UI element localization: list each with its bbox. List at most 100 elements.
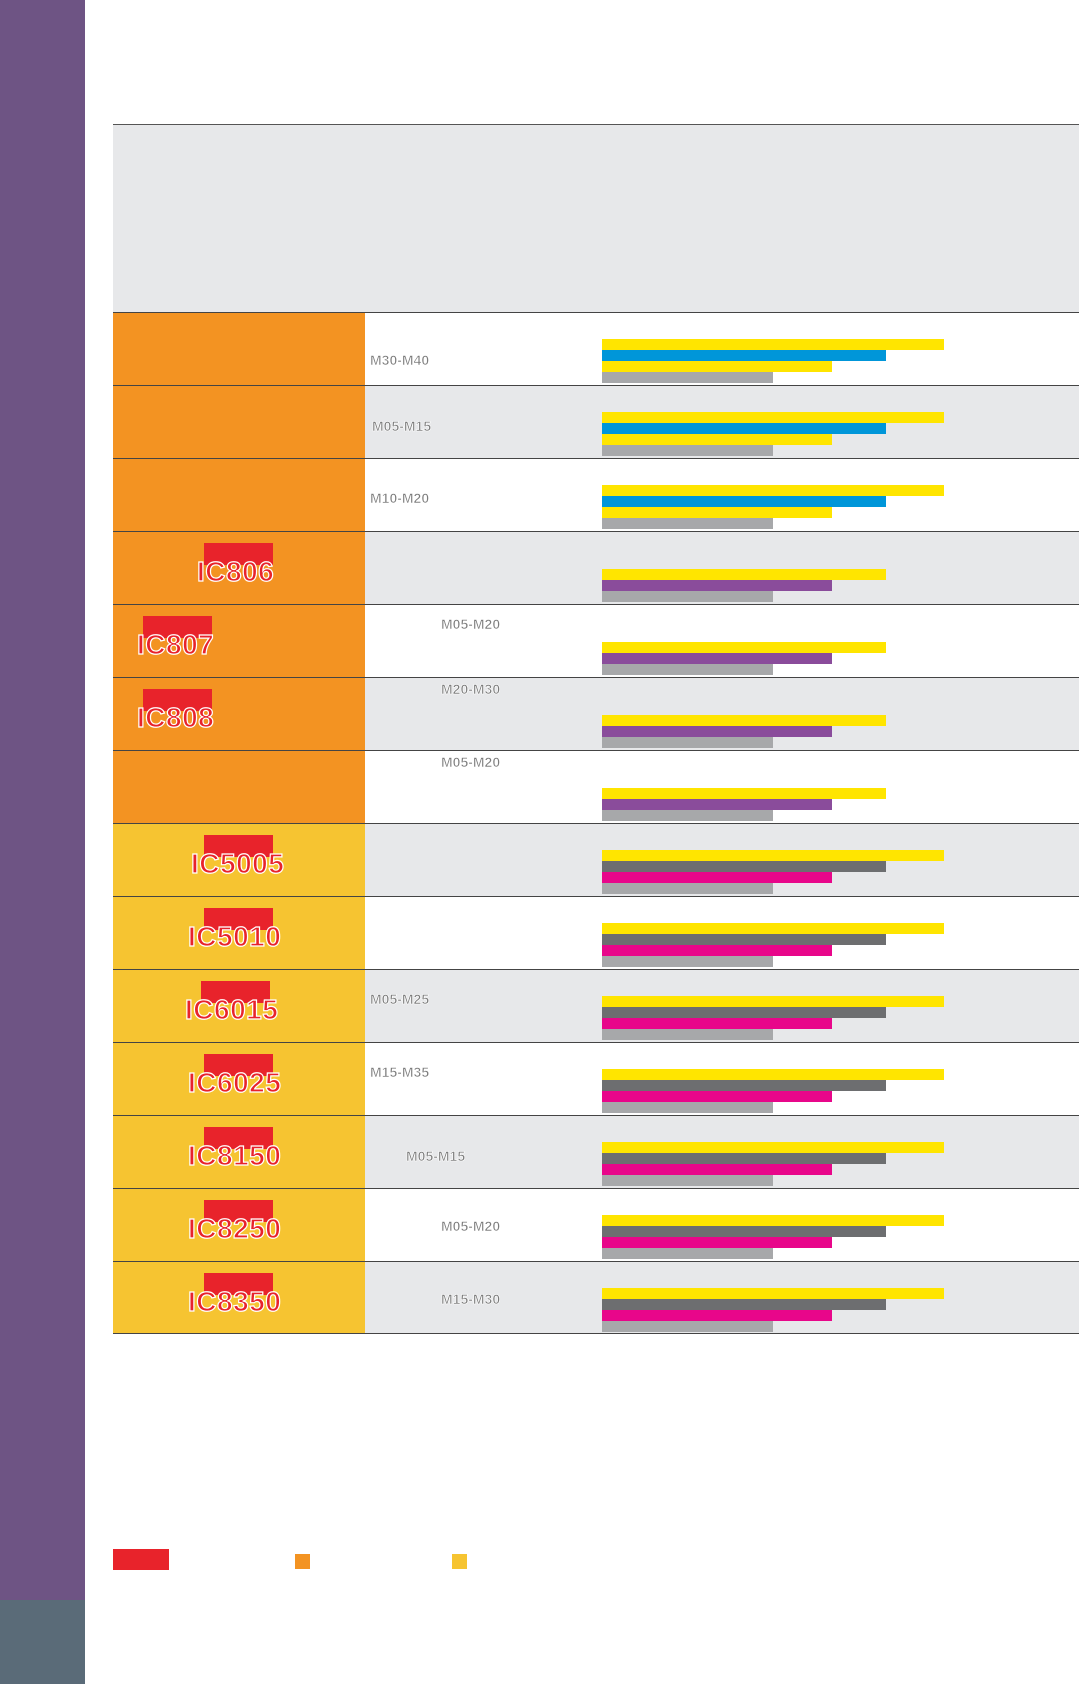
iso-range: M05-M15 — [372, 418, 432, 435]
table-row: IC8350 M15-M30 — [113, 1261, 1079, 1334]
table-row: IC6015 M05-M25 — [113, 969, 1079, 1042]
performance-bar-light-gray — [602, 591, 773, 602]
performance-bar-dark-gray — [602, 1080, 886, 1091]
performance-bar-dark-gray — [602, 1299, 886, 1310]
performance-bar-magenta — [602, 872, 832, 883]
grade-cell — [113, 751, 365, 823]
performance-bar-yellow — [602, 485, 944, 496]
performance-bar-light-gray — [602, 810, 773, 821]
table-row: IC8150 M05-M15 — [113, 1115, 1079, 1188]
performance-bar-light-gray — [602, 1029, 773, 1040]
iso-range: M20-M30 — [441, 681, 501, 698]
grade-cell: IC807 — [113, 605, 365, 677]
grade-cell: IC8350 — [113, 1262, 365, 1333]
table-row: IC5005 — [113, 823, 1079, 896]
performance-bar-purple — [602, 726, 832, 737]
performance-bar-yellow — [602, 788, 886, 799]
grade-name: IC807 — [136, 628, 215, 660]
grade-name: IC806 — [196, 555, 275, 587]
table-row: IC807 M05-M20 — [113, 604, 1079, 677]
performance-bar-yellow — [602, 850, 944, 861]
table-row: M05-M15 — [113, 385, 1079, 458]
performance-bar-magenta — [602, 945, 832, 956]
performance-bar-light-gray — [602, 445, 773, 456]
performance-bar-magenta — [602, 1310, 832, 1321]
performance-bar-yellow — [602, 434, 832, 445]
new-grade-tag — [204, 1127, 273, 1149]
grade-cell: IC5010 — [113, 897, 365, 969]
performance-bar-yellow — [602, 1288, 944, 1299]
grade-name: IC5010 — [187, 920, 282, 952]
grade-name: IC5005 — [190, 847, 285, 879]
performance-bar-blue — [602, 350, 886, 361]
new-grade-tag — [204, 835, 273, 857]
grade-cell — [113, 459, 365, 531]
grade-cell: IC8250 — [113, 1189, 365, 1261]
iso-range: M30-M40 — [370, 352, 430, 369]
iso-range: M05-M25 — [370, 991, 430, 1008]
performance-bar-purple — [602, 580, 832, 591]
new-grade-tag — [204, 908, 273, 930]
grade-name: IC6025 — [187, 1066, 282, 1098]
iso-range: M15-M35 — [370, 1064, 430, 1081]
performance-bar-blue — [602, 496, 886, 507]
table-header — [113, 124, 1079, 313]
grade-table: M30-M40 M05-M15 M10-M20 IC806 IC807 M05-M20 IC… — [113, 312, 1079, 1334]
grade-name: IC8150 — [187, 1139, 282, 1171]
legend-swatch — [295, 1554, 310, 1569]
table-row: IC5010 — [113, 896, 1079, 969]
performance-bar-light-gray — [602, 664, 773, 675]
table-row: M10-M20 — [113, 458, 1079, 531]
new-grade-tag — [201, 981, 270, 1003]
performance-bar-dark-gray — [602, 1007, 886, 1018]
grade-name: IC8250 — [187, 1212, 282, 1244]
side-tab — [0, 1600, 85, 1684]
grade-name: IC6015 — [184, 993, 279, 1025]
performance-bar-light-gray — [602, 518, 773, 529]
grade-cell: IC806 — [113, 532, 365, 604]
grade-cell: IC6025 — [113, 1043, 365, 1115]
performance-bar-light-gray — [602, 956, 773, 967]
grade-cell — [113, 313, 365, 385]
new-grade-tag — [204, 1054, 273, 1076]
performance-bar-light-gray — [602, 737, 773, 748]
performance-bar-magenta — [602, 1237, 832, 1248]
performance-bar-magenta — [602, 1018, 832, 1029]
performance-bar-yellow — [602, 569, 886, 580]
grade-cell: IC5005 — [113, 824, 365, 896]
iso-range: M10-M20 — [370, 490, 430, 507]
grade-cell: IC8150 — [113, 1116, 365, 1188]
performance-bar-yellow — [602, 642, 886, 653]
performance-bar-yellow — [602, 715, 886, 726]
grade-cell: IC6015 — [113, 970, 365, 1042]
grade-name: IC8350 — [187, 1285, 282, 1317]
performance-bar-magenta — [602, 1091, 832, 1102]
new-grade-tag — [204, 1273, 273, 1295]
performance-bar-purple — [602, 799, 832, 810]
new-grade-tag — [143, 616, 212, 638]
grade-cell: IC808 — [113, 678, 365, 750]
performance-bar-blue — [602, 423, 886, 434]
performance-bar-light-gray — [602, 1321, 773, 1332]
legend — [113, 1549, 1013, 1579]
performance-bar-dark-gray — [602, 861, 886, 872]
grade-cell — [113, 386, 365, 458]
iso-range: M05-M20 — [441, 1218, 501, 1235]
performance-bar-yellow — [602, 361, 832, 372]
new-grade-tag — [204, 543, 273, 565]
performance-bar-yellow — [602, 996, 944, 1007]
performance-bar-yellow — [602, 1069, 944, 1080]
performance-bar-yellow — [602, 1215, 944, 1226]
performance-bar-dark-gray — [602, 1226, 886, 1237]
side-bar — [0, 0, 85, 1600]
performance-bar-magenta — [602, 1164, 832, 1175]
legend-swatch — [113, 1549, 169, 1570]
new-grade-tag — [204, 1200, 273, 1222]
performance-bar-light-gray — [602, 1175, 773, 1186]
table-row: IC808 M20-M30 — [113, 677, 1079, 750]
table-row: IC806 — [113, 531, 1079, 604]
table-row: M30-M40 — [113, 312, 1079, 385]
performance-bar-light-gray — [602, 372, 773, 383]
table-row: IC8250 M05-M20 — [113, 1188, 1079, 1261]
iso-range: M15-M30 — [441, 1291, 501, 1308]
